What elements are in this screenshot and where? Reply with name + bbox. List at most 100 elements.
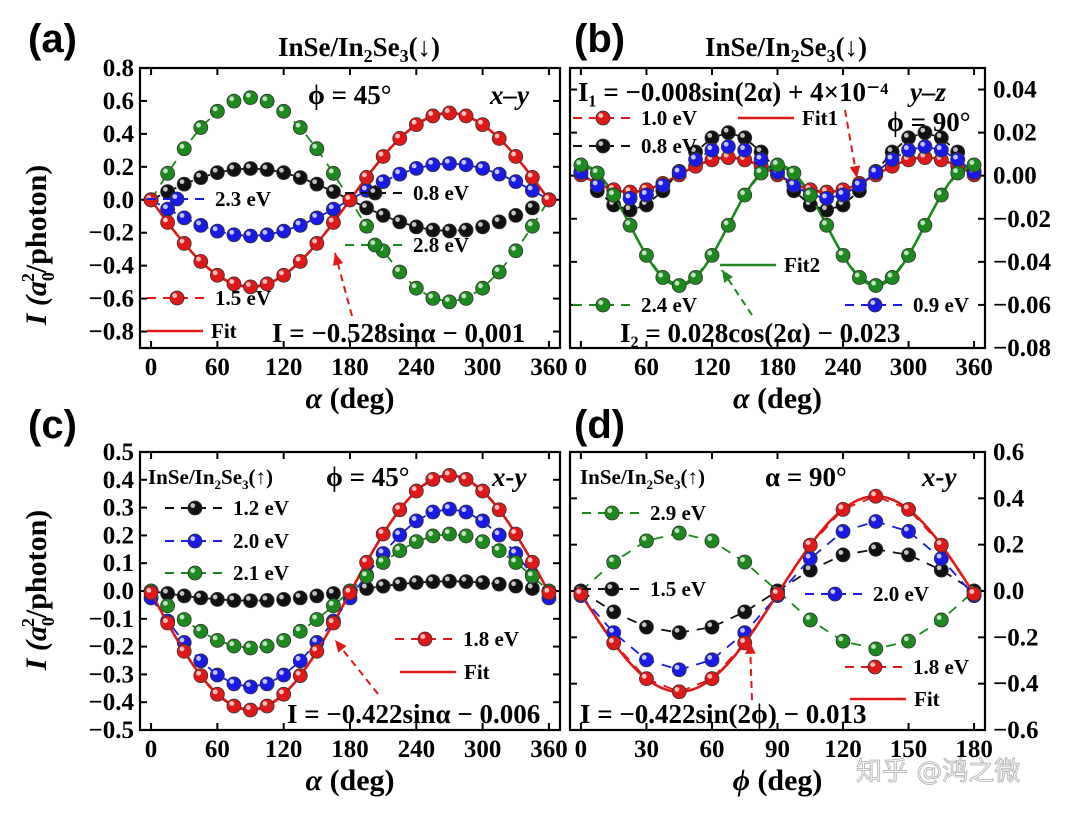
data-point-highlight	[229, 229, 235, 235]
data-point-highlight	[478, 577, 483, 583]
data-point-body	[292, 217, 308, 233]
data-point-body	[209, 667, 225, 683]
data-point-body	[193, 590, 209, 606]
data-point-highlight	[723, 152, 729, 158]
data-point	[425, 291, 441, 306]
data-point-highlight	[822, 193, 827, 199]
data-point	[933, 142, 949, 158]
data-point	[442, 573, 457, 589]
data-point-body	[901, 524, 916, 539]
data-point	[226, 162, 242, 177]
data-point	[193, 653, 209, 669]
data-point-highlight	[740, 557, 745, 563]
data-point-highlight	[229, 701, 235, 706]
panel-c-title-suffix: (↑)	[249, 465, 274, 489]
data-point	[408, 483, 424, 499]
data-point-highlight	[871, 644, 876, 649]
legend-0-8ev-marker-body	[595, 138, 611, 154]
data-point-highlight	[229, 164, 235, 170]
data-point-highlight	[838, 190, 844, 195]
data-point	[655, 270, 671, 285]
data-point	[425, 108, 441, 124]
data-point	[524, 554, 540, 570]
data-point-body	[606, 187, 622, 203]
legend-1-5ev-marker	[604, 581, 620, 597]
data-point-body	[639, 671, 654, 687]
data-point-highlight	[903, 636, 909, 642]
data-point-body	[193, 120, 209, 135]
data-point-highlight	[295, 626, 301, 632]
data-point	[176, 612, 192, 627]
y-tick-label: −0.1	[89, 606, 135, 633]
data-point-highlight	[395, 504, 400, 510]
data-point	[458, 504, 474, 520]
data-point-body	[408, 219, 424, 235]
data-point-highlight	[641, 190, 647, 195]
data-point-body	[868, 514, 884, 529]
data-point-body	[819, 190, 835, 206]
data-point-body	[226, 227, 242, 243]
data-point-highlight	[494, 169, 500, 175]
data-point-body	[901, 247, 916, 263]
data-point-highlight	[328, 600, 334, 606]
data-point	[508, 243, 524, 259]
panel-d: 0 30 60 90 120 150 180−0.6 −0.4 −0.2 0.0 0.2 0.4 0.6…	[568, 439, 1039, 797]
data-point-body	[639, 533, 654, 549]
data-point-highlight	[312, 637, 318, 643]
watermark-text: 知乎 @鸿之微	[856, 757, 1020, 787]
panel-b: 0 60 120 180 240 300 360−0.08 −0.06 −0.04 −0.02 0.…	[568, 66, 1051, 415]
data-point-body	[868, 541, 884, 557]
plane-label: x–y	[489, 80, 530, 110]
data-point	[508, 578, 524, 594]
data-point-highlight	[953, 154, 958, 160]
data-point-highlight	[428, 225, 434, 230]
data-point-body	[160, 215, 176, 230]
data-point	[193, 668, 209, 684]
data-point-highlight	[378, 151, 384, 157]
data-point-body	[342, 192, 358, 208]
fit-equation: I = −0.422sin(2ϕ) − 0.013	[580, 699, 867, 729]
data-point-body	[508, 208, 524, 223]
data-point-highlight	[279, 689, 284, 695]
data-point-highlight	[658, 180, 664, 186]
x-tick-label: 180	[759, 354, 797, 381]
data-point-body	[243, 161, 258, 176]
x-tick-label: 30	[634, 736, 659, 763]
data-point-body	[243, 702, 258, 718]
data-point-highlight	[609, 190, 614, 196]
data-point	[243, 279, 258, 295]
legend-1-0ev-label: 1.0 eV	[641, 106, 697, 130]
data-point-body	[160, 598, 176, 614]
data-point-body	[835, 247, 851, 263]
data-point-highlight	[179, 614, 185, 620]
data-point	[671, 525, 687, 541]
data-point-highlight	[641, 655, 647, 660]
data-point-highlight	[229, 679, 235, 684]
data-point-highlight	[723, 141, 729, 147]
data-point-body	[868, 278, 884, 293]
data-point-body	[276, 267, 292, 283]
legend-fit-label: Fit	[464, 660, 490, 684]
data-point-body	[655, 270, 671, 285]
data-point	[671, 165, 687, 180]
data-point-highlight	[295, 670, 301, 676]
data-point-highlight	[871, 167, 876, 173]
data-point-body	[720, 125, 736, 141]
data-point	[622, 202, 638, 218]
data-point-body	[852, 177, 867, 193]
data-point-highlight	[707, 250, 713, 256]
series-1.5-eV	[143, 105, 557, 295]
data-point-body	[917, 217, 933, 233]
data-point-body	[276, 632, 292, 648]
y-tick-label: −0.2	[89, 220, 135, 247]
x-axis-label-symbol: ϕ	[733, 764, 750, 797]
data-point-body	[737, 142, 753, 158]
data-point	[491, 543, 507, 559]
data-point-body	[276, 592, 292, 607]
data-point-highlight	[740, 607, 745, 612]
data-point-body	[392, 502, 408, 518]
panel-c-ylabel: I (a02/photon)	[18, 510, 58, 672]
data-point-highlight	[312, 213, 318, 218]
series-0.9-eV	[573, 139, 982, 206]
data-point-highlight	[245, 705, 251, 710]
